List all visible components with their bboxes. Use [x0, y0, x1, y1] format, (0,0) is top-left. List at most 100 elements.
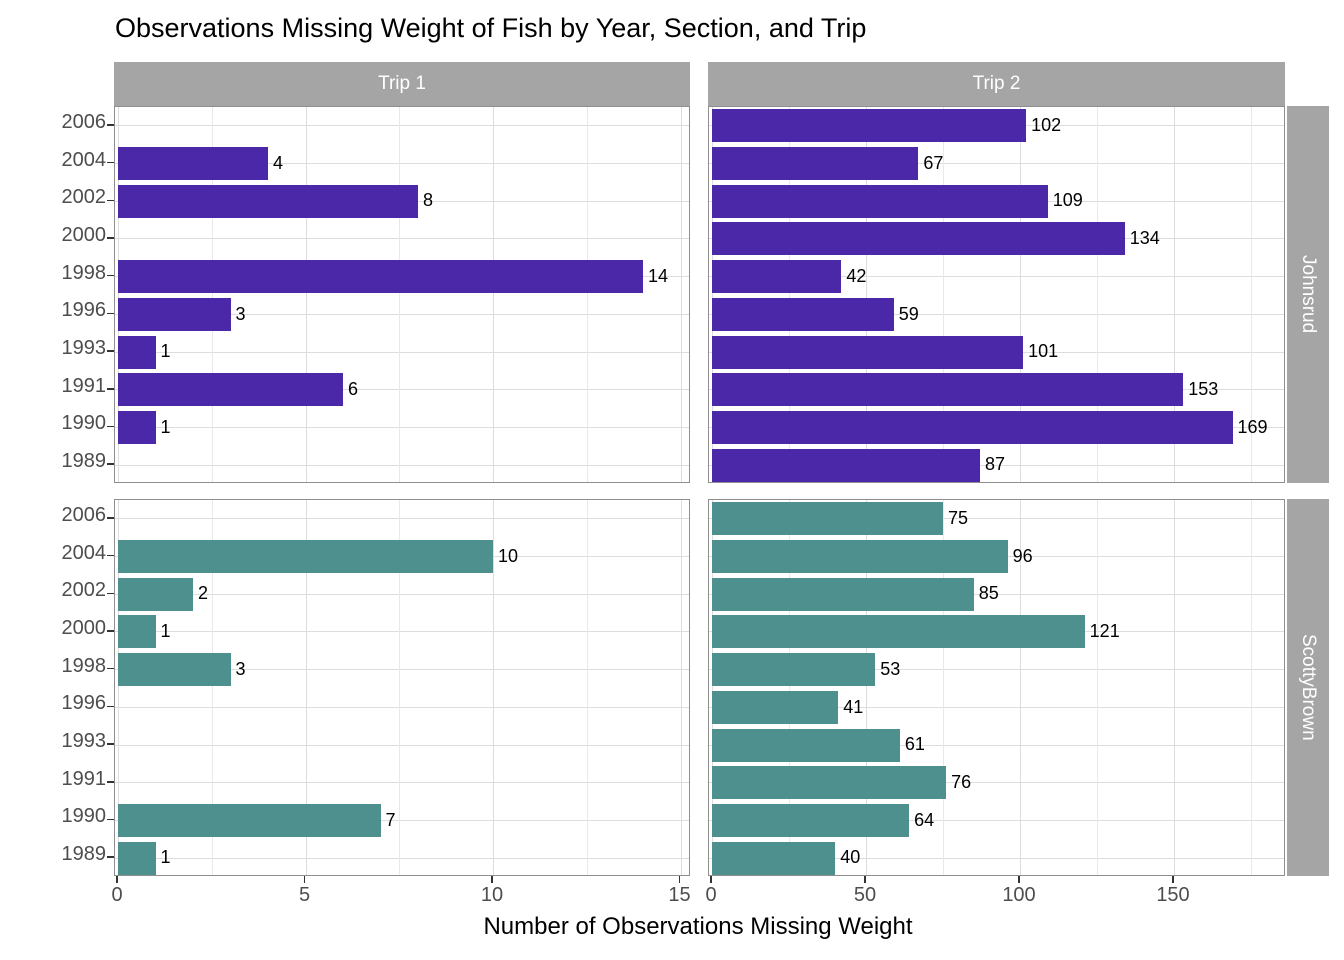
- bar-value-label: 53: [880, 658, 901, 679]
- bar-scottybrown-2006: [712, 502, 943, 536]
- gridline-category: [115, 669, 689, 671]
- bar-value-label: 61: [904, 734, 925, 755]
- y-tick-label-2006: 2006: [61, 503, 107, 526]
- y-tick-label-2004: 2004: [61, 541, 107, 564]
- y-tick-mark: [107, 856, 114, 858]
- y-tick-label-2000: 2000: [61, 616, 107, 639]
- gridline-minor: [789, 500, 790, 875]
- bar-scottybrown-1998: [712, 653, 876, 687]
- bar-value-label: 4: [273, 152, 284, 173]
- x-tick-label-0: 0: [705, 884, 717, 906]
- gridline-minor: [399, 500, 401, 875]
- chart-title: Observations Missing Weight of Fish by Y…: [115, 13, 867, 43]
- y-tick-mark: [107, 667, 114, 670]
- x-tick-mark: [678, 876, 681, 883]
- x-tick-label-100: 100: [1002, 884, 1036, 906]
- bar-johnsrud-1996: [118, 297, 231, 331]
- y-tick-mark: [107, 312, 114, 315]
- bar-value-label: 75: [948, 508, 969, 528]
- bar-scottybrown-2004: [712, 540, 1008, 574]
- gridline-major: [493, 500, 494, 875]
- y-tick-label-1991: 1991: [61, 374, 107, 397]
- x-tick-label-5: 5: [298, 884, 311, 906]
- gridline-category: [709, 276, 1284, 278]
- bar-value-label: 6: [348, 378, 359, 399]
- facet-strip-trip1-label: Trip 1: [378, 73, 426, 94]
- gridline-minor: [1251, 500, 1252, 875]
- gridline-category: [709, 744, 1284, 746]
- y-tick-mark: [107, 237, 114, 239]
- gridline-major: [1174, 107, 1175, 482]
- gridline-category: [115, 389, 689, 391]
- bar-johnsrud-2006: [712, 109, 1027, 143]
- bar-johnsrud-1989: [712, 448, 980, 482]
- bar-johnsrud-2002: [118, 184, 418, 218]
- gridline-major: [712, 107, 713, 482]
- gridline-major: [305, 107, 307, 482]
- y-tick-mark: [107, 124, 114, 126]
- y-tick-label-1991: 1991: [61, 767, 107, 790]
- bar-value-label: 67: [923, 152, 944, 173]
- gridline-category: [115, 857, 689, 859]
- gridline-major: [1020, 500, 1021, 875]
- gridline-major: [680, 107, 682, 482]
- bar-johnsrud-1990: [712, 410, 1233, 444]
- y-tick-label-1996: 1996: [61, 692, 107, 715]
- bar-value-label: 121: [1089, 621, 1120, 642]
- bar-scottybrown-1996: [712, 690, 839, 724]
- bar-value-label: 41: [843, 696, 864, 717]
- bar-johnsrud-1991: [118, 373, 343, 407]
- gridline-category: [115, 782, 689, 784]
- gridline-category: [709, 313, 1284, 315]
- gridline-minor: [1097, 500, 1098, 875]
- y-tick-mark: [107, 388, 114, 390]
- bar-scottybrown-1989: [712, 841, 836, 875]
- bar-value-label: 1: [160, 621, 171, 642]
- x-tick-mark: [303, 876, 306, 883]
- facet-strip-trip2: Trip 2: [708, 62, 1285, 106]
- bar-scottybrown-1990: [118, 803, 381, 837]
- bar-johnsrud-1998: [712, 260, 842, 294]
- bar-johnsrud-1993: [712, 335, 1024, 369]
- bar-scottybrown-1990: [712, 803, 910, 837]
- y-tick-mark: [107, 592, 114, 594]
- bar-value-label: 76: [951, 771, 972, 792]
- bar-value-label: 40: [840, 847, 861, 868]
- bar-scottybrown-1998: [118, 653, 231, 687]
- gridline-category: [115, 238, 689, 240]
- facet-strip-johnsrud-label: Johnsrud: [1298, 255, 1319, 334]
- gridline-major: [305, 500, 307, 875]
- bar-value-label: 134: [1129, 228, 1160, 249]
- gridline-category: [709, 518, 1284, 520]
- gridline-minor: [1097, 107, 1098, 482]
- gridline-category: [115, 819, 689, 821]
- gridline-category: [115, 631, 689, 633]
- y-tick-mark: [107, 199, 114, 201]
- bar-value-label: 64: [914, 809, 935, 830]
- y-tick-mark: [107, 517, 114, 519]
- bar-value-label: 102: [1031, 115, 1062, 135]
- panel-johnsrud-trip2: 102 67 109 134 42 59 101 153 169 87: [708, 106, 1285, 483]
- bar-value-label: 3: [235, 658, 246, 679]
- gridline-minor: [211, 500, 213, 875]
- panel-johnsrud-trip1: 4 8 14 3 1 6 1: [114, 106, 690, 483]
- x-tick-mark: [116, 876, 118, 883]
- gridline-major: [493, 107, 494, 482]
- x-tick-label-10: 10: [480, 884, 504, 906]
- y-tick-mark: [107, 818, 114, 821]
- bar-johnsrud-2002: [712, 184, 1048, 218]
- gridline-category: [115, 313, 689, 315]
- x-tick-mark: [1172, 876, 1174, 883]
- y-tick-mark: [107, 463, 114, 465]
- y-tick-mark: [107, 781, 114, 783]
- y-tick-label-2000: 2000: [61, 223, 107, 246]
- gridline-major: [118, 107, 119, 482]
- gridline-category: [709, 819, 1284, 821]
- bar-johnsrud-2004: [118, 147, 268, 181]
- y-tick-mark: [107, 274, 114, 277]
- bar-value-label: 85: [978, 583, 999, 604]
- gridline-minor: [399, 107, 401, 482]
- y-tick-label-1989: 1989: [61, 450, 107, 473]
- bar-value-label: 109: [1052, 190, 1083, 211]
- facet-strip-scottybrown: ScottyBrown: [1287, 499, 1329, 876]
